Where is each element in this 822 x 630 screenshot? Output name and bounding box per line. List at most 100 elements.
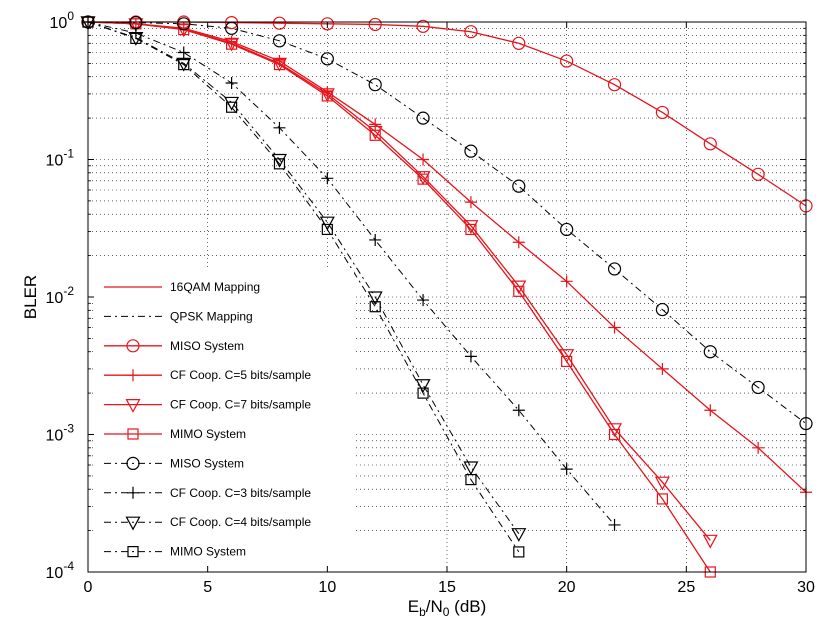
- data-point-circle: [416, 19, 430, 33]
- data-point-circle: [320, 52, 334, 66]
- legend-marker-circle: [126, 339, 140, 353]
- data-point-plus: [369, 233, 382, 246]
- data-point-triangle-down: [654, 476, 670, 491]
- data-point-square: [226, 101, 238, 113]
- y-tick-label: 10-1: [46, 147, 75, 170]
- series-markers: [80, 15, 813, 578]
- y-tick-label: 10-3: [46, 422, 75, 445]
- data-point-plus: [225, 77, 238, 90]
- data-point-triangle-down: [271, 57, 287, 72]
- data-point-square: [178, 24, 190, 36]
- axis-ticks: [87, 21, 807, 573]
- data-point-triangle-down: [415, 379, 431, 394]
- data-point-circle: [560, 222, 574, 237]
- y-tick-label: 10-2: [46, 284, 75, 307]
- data-point-plus: [273, 121, 286, 134]
- data-point-circle: [416, 111, 430, 125]
- data-point-circle: [464, 144, 478, 158]
- data-point-square: [273, 158, 286, 170]
- data-point-circle: [607, 262, 622, 276]
- legend-label: CF Coop. C=3 bits/sample: [170, 486, 311, 500]
- series-line: [87, 21, 520, 553]
- x-tick-label: 10: [318, 579, 336, 596]
- x-tick-label: 0: [84, 579, 93, 596]
- legend-label: MISO System: [170, 339, 244, 353]
- data-point-circle: [655, 105, 670, 120]
- series-line: [87, 21, 711, 573]
- data-point-circle: [368, 78, 382, 92]
- data-point-plus: [177, 46, 190, 59]
- data-point-triangle-down: [367, 291, 383, 306]
- data-point-plus: [321, 85, 334, 98]
- x-axis-label: Eb/N0 (dB): [408, 597, 487, 619]
- data-point-triangle-down: [367, 125, 383, 140]
- data-point-triangle-down: [176, 57, 192, 72]
- data-point-square: [656, 493, 669, 505]
- data-point-square: [369, 301, 381, 313]
- data-point-triangle-down: [463, 461, 479, 476]
- data-point-triangle-down: [319, 216, 335, 231]
- data-point-circle: [512, 179, 526, 193]
- data-point-square: [273, 58, 286, 71]
- data-point-plus: [560, 275, 573, 288]
- legend-marker-circle: [126, 456, 140, 470]
- data-point-circle: [225, 16, 239, 30]
- legend-marker-triangle-down: [125, 399, 141, 413]
- data-point-plus: [512, 404, 525, 417]
- legend: 16QAM Mapping QPSK Mapping MISO System CF C…: [96, 270, 354, 566]
- data-point-triangle-down: [415, 171, 431, 185]
- data-point-square: [417, 173, 429, 185]
- data-point-plus: [608, 518, 621, 531]
- data-point-plus: [512, 236, 525, 249]
- data-point-plus: [225, 35, 238, 48]
- data-point-circle: [320, 17, 334, 31]
- legend-marker-triangle-down: [125, 516, 141, 531]
- x-tick-label: 5: [203, 579, 212, 596]
- data-point-triangle-down: [224, 37, 240, 52]
- x-tick-label: 15: [438, 579, 456, 596]
- data-point-circle: [751, 167, 765, 181]
- data-point-plus: [273, 55, 286, 68]
- legend-marker-square: [127, 545, 139, 558]
- data-point-plus: [321, 172, 334, 185]
- data-point-triangle-down: [224, 96, 240, 111]
- data-point-triangle-down: [463, 220, 479, 234]
- data-point-square: [465, 473, 477, 486]
- data-point-plus: [464, 350, 477, 363]
- legend-marker-square: [127, 428, 139, 440]
- legend-label: 16QAM Mapping: [170, 280, 260, 294]
- data-point-plus: [608, 321, 621, 334]
- data-point-square: [321, 90, 333, 102]
- data-point-circle: [177, 17, 191, 31]
- legend-label: MIMO System: [170, 545, 246, 559]
- x-tick-label: 30: [797, 579, 815, 596]
- data-point-triangle-down: [702, 534, 718, 549]
- data-point-square: [178, 58, 190, 71]
- data-point-plus: [704, 404, 717, 417]
- legend-label: CF Coop. C=4 bits/sample: [170, 515, 311, 529]
- data-point-plus: [464, 196, 477, 209]
- data-point-square: [513, 546, 525, 558]
- data-point-triangle-down: [559, 349, 575, 364]
- data-point-plus: [417, 153, 430, 166]
- series-line: [87, 21, 520, 534]
- data-point-circle: [655, 302, 670, 317]
- axis-tick-labels: 0 5 10 15 20 25 30 100 10-1 10-2 10-3 10-4: [46, 9, 815, 596]
- legend-label: MISO System: [170, 456, 244, 470]
- data-point-circle: [607, 78, 622, 92]
- data-point-square: [608, 428, 621, 441]
- y-tick-label: 10-4: [46, 559, 75, 582]
- data-point-circle: [464, 25, 478, 39]
- data-point-square: [513, 285, 525, 297]
- data-point-triangle-down: [511, 528, 527, 542]
- data-point-circle: [560, 54, 574, 68]
- data-point-triangle-down: [176, 23, 192, 38]
- data-point-triangle-down: [511, 280, 527, 295]
- data-point-square: [321, 223, 333, 236]
- data-point-circle: [751, 380, 765, 395]
- x-tick-label: 25: [677, 579, 695, 596]
- data-point-triangle-down: [271, 153, 287, 168]
- data-point-plus: [560, 463, 573, 476]
- x-tick-label: 20: [558, 579, 576, 596]
